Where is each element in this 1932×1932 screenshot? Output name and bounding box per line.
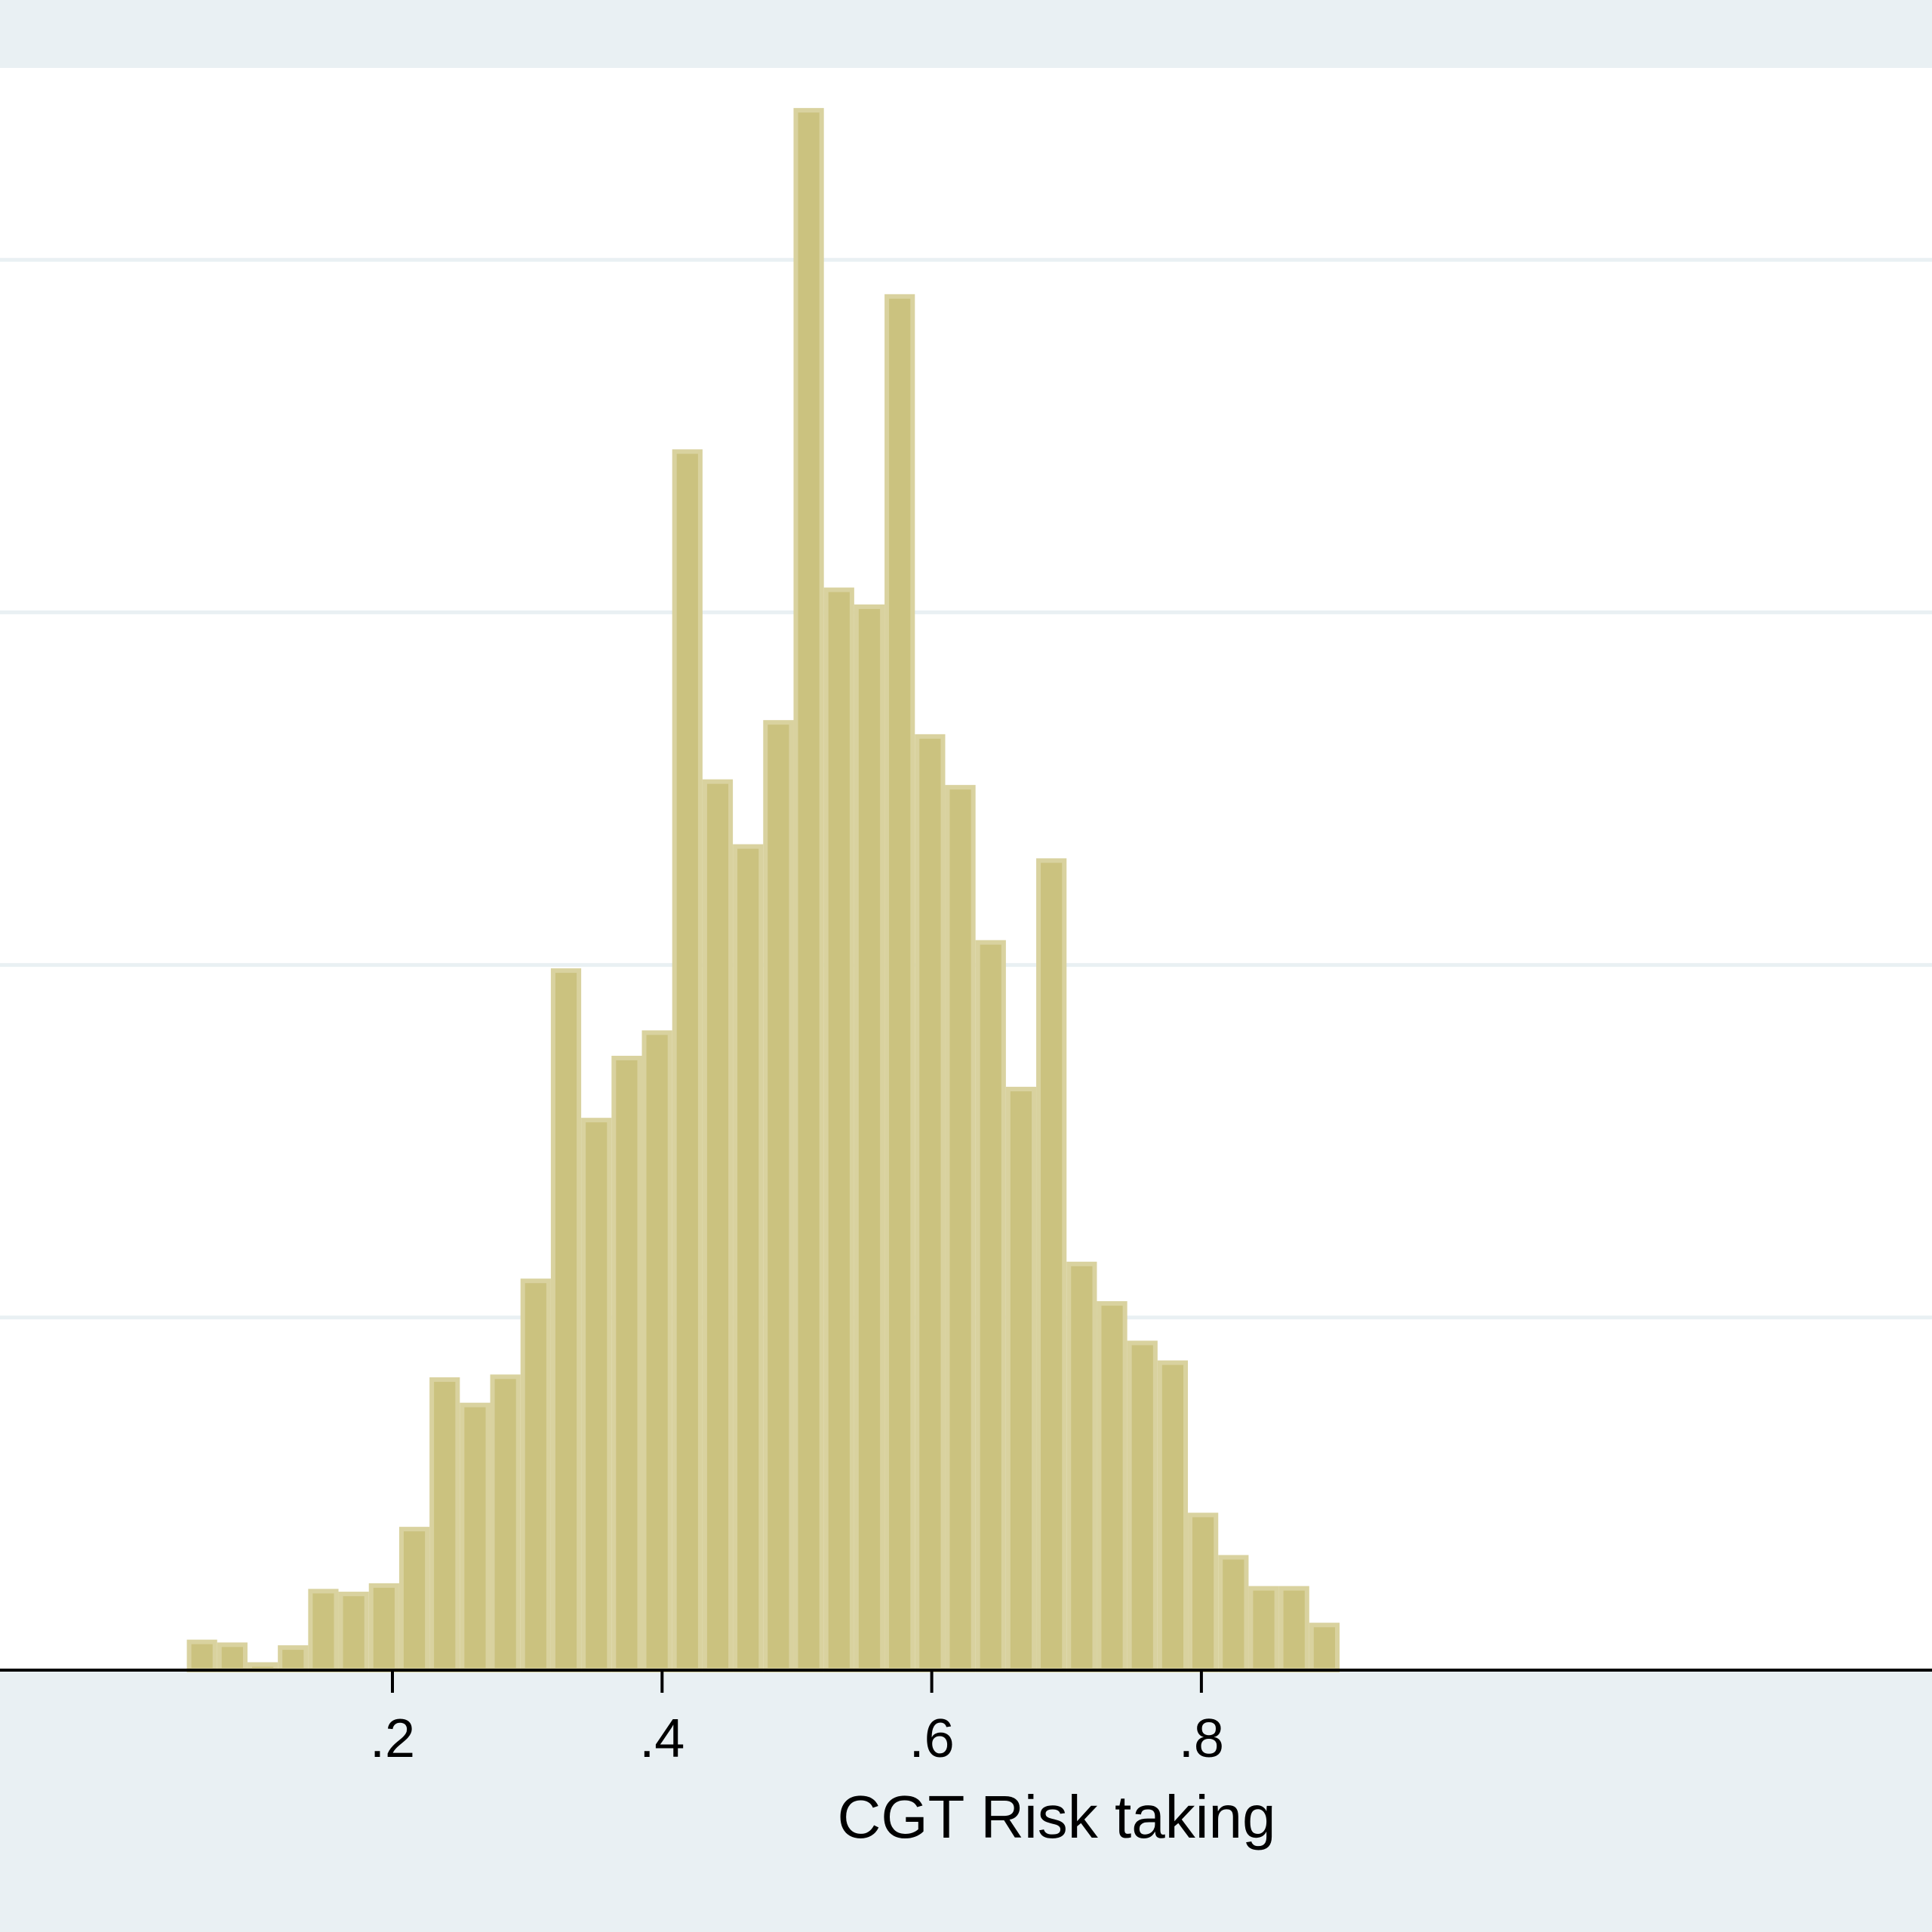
histogram-bar	[1066, 1261, 1097, 1672]
histogram-bar	[217, 1642, 248, 1673]
x-axis-title: CGT Risk taking	[838, 1783, 1276, 1850]
x-tick-label: .8	[1179, 1709, 1224, 1769]
histogram-bar	[1248, 1586, 1279, 1672]
histogram-bar	[1127, 1340, 1158, 1673]
histogram-bar	[338, 1592, 369, 1672]
histogram-bar	[460, 1402, 491, 1672]
histogram-bar	[611, 1055, 642, 1672]
histogram-bar	[702, 779, 734, 1672]
histogram-bar	[368, 1583, 399, 1672]
histogram-bar	[490, 1374, 521, 1672]
histogram-bar	[1278, 1586, 1309, 1672]
histogram-bar	[945, 785, 976, 1672]
histogram-bar	[1218, 1555, 1249, 1673]
histogram-bar	[763, 720, 794, 1672]
histogram-bar	[1005, 1087, 1037, 1672]
histogram-bar	[308, 1589, 339, 1672]
x-ticks: .2 .4 .6 .8	[370, 1670, 1224, 1769]
x-tick-label: .4	[639, 1709, 685, 1769]
histogram-bar	[550, 968, 582, 1672]
x-tick-label: .2	[370, 1709, 415, 1769]
histogram-bar	[1157, 1360, 1189, 1672]
histogram-bar	[186, 1639, 217, 1673]
histogram-bar	[733, 844, 764, 1672]
histogram-bar	[278, 1645, 309, 1673]
x-tick-label: .6	[909, 1709, 955, 1769]
histogram-bar	[915, 734, 946, 1672]
histogram-bar	[398, 1527, 430, 1673]
histogram-bar	[1097, 1301, 1128, 1673]
histogram-bar	[1188, 1512, 1219, 1673]
histogram-bar	[975, 940, 1006, 1673]
histogram-bar	[581, 1118, 612, 1673]
bars	[186, 108, 1340, 1673]
histogram-bar	[854, 604, 885, 1672]
histogram-bar	[793, 108, 824, 1673]
histogram-bar	[1036, 858, 1067, 1672]
histogram-bar	[823, 587, 854, 1672]
histogram-bar	[641, 1030, 672, 1673]
histogram-bar	[520, 1278, 551, 1672]
histogram-bar	[429, 1377, 460, 1672]
histogram-bar	[672, 449, 703, 1672]
histogram-bar	[1309, 1623, 1340, 1672]
histogram-bar	[884, 294, 915, 1673]
